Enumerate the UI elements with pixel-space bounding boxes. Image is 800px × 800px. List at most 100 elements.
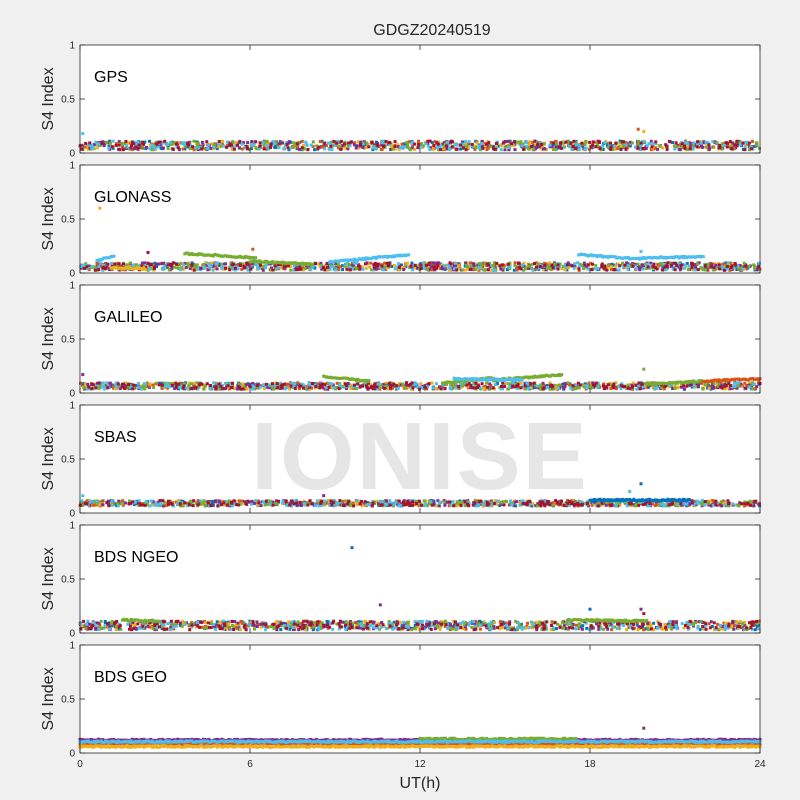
s4-data-point	[306, 148, 310, 151]
s4-data-point	[342, 144, 346, 148]
s4-data-point	[508, 267, 512, 271]
s4-data-point	[297, 503, 300, 507]
s4-data-point	[279, 266, 283, 270]
s4-data-point	[582, 267, 585, 271]
s4-data-point	[409, 382, 413, 386]
s4-data-point	[118, 387, 122, 391]
s4-data-point	[414, 384, 418, 388]
s4-data-point	[240, 499, 244, 503]
s4-data-point	[694, 265, 698, 269]
s4-data-point	[217, 499, 221, 503]
s4-data-point	[176, 499, 180, 503]
s4-data-point	[533, 139, 537, 143]
s4-data-point	[587, 385, 591, 389]
s4-data-point	[383, 386, 386, 390]
s4-data-point	[743, 146, 747, 150]
s4-data-point	[341, 499, 345, 503]
s4-data-point	[453, 143, 457, 147]
s4-data-point	[333, 143, 337, 147]
s4-data-point	[438, 145, 442, 149]
s4-data-point	[188, 147, 192, 151]
s4-data-point	[261, 268, 265, 272]
s4-data-point	[482, 268, 485, 272]
s4-data-point	[267, 383, 271, 387]
s4-data-point	[420, 142, 424, 146]
s4-data-point	[395, 502, 399, 506]
s4-data-point	[318, 499, 322, 503]
s4-data-point	[552, 262, 556, 266]
s4-data-point	[545, 385, 549, 389]
s4-data-point	[181, 386, 185, 390]
s4-data-point	[576, 261, 580, 265]
s4-data-point	[327, 141, 330, 145]
s4-data-point	[256, 265, 260, 269]
s4-data-point	[600, 262, 604, 266]
s4-data-point	[356, 382, 360, 386]
s4-data-point	[493, 499, 497, 503]
s4-data-point	[397, 268, 401, 272]
s4-data-point	[648, 266, 652, 270]
s4-data-point	[241, 147, 244, 151]
s4-data-point	[461, 144, 465, 148]
s4-data-point	[388, 143, 392, 147]
s4-data-point	[707, 503, 711, 507]
s4-data-point	[337, 387, 341, 391]
s4-data-point	[733, 262, 737, 265]
s4-data-point	[420, 386, 424, 389]
s4-data-point	[727, 381, 731, 385]
s4-data-point	[725, 267, 729, 271]
s4-data-point	[451, 140, 455, 144]
s4-arc-point	[560, 373, 564, 377]
s4-data-point	[262, 383, 266, 387]
s4-data-point	[388, 141, 391, 145]
s4-data-point	[551, 385, 555, 389]
s4-data-point	[292, 141, 296, 145]
s4-outlier-point	[81, 373, 85, 377]
s4-data-point	[300, 146, 304, 150]
s4-data-point	[283, 144, 287, 148]
s4-data-point	[728, 386, 732, 390]
s4-data-point	[123, 381, 127, 385]
s4-data-point	[240, 142, 244, 146]
s4-data-point	[540, 143, 544, 146]
s4-data-point	[655, 386, 659, 390]
s4-data-point	[541, 381, 545, 385]
s4-data-point	[148, 147, 152, 151]
s4-data-point	[367, 145, 371, 149]
s4-data-point	[690, 265, 694, 269]
s4-data-point	[165, 264, 169, 268]
s4-data-point	[258, 144, 262, 148]
s4-data-point	[430, 141, 434, 145]
s4-data-point	[492, 268, 496, 272]
s4-data-point	[613, 147, 617, 151]
s4-data-point	[537, 145, 541, 149]
s4-data-point	[187, 264, 191, 268]
s4-data-point	[667, 139, 671, 143]
s4-data-point	[624, 147, 628, 151]
s4-data-point	[96, 262, 100, 266]
s4-data-point	[121, 503, 125, 507]
s4-data-point	[150, 267, 154, 271]
s4-data-point	[214, 386, 218, 389]
s4-data-point	[562, 386, 566, 390]
s4-data-point	[423, 383, 427, 387]
s4-data-point	[551, 141, 555, 145]
s4-data-point	[348, 266, 352, 269]
s4-data-point	[643, 382, 647, 386]
s4-data-point	[190, 386, 194, 390]
s4-data-point	[692, 141, 696, 145]
s4-data-point	[182, 384, 186, 388]
s4-data-point	[619, 384, 623, 388]
s4-data-point	[225, 140, 229, 144]
s4-data-point	[443, 267, 447, 271]
s4-data-point	[608, 381, 612, 385]
s4-data-point	[271, 268, 275, 272]
s4-data-point	[210, 499, 214, 503]
s4-data-point	[717, 382, 721, 386]
s4-data-point	[696, 142, 699, 146]
s4-data-point	[326, 382, 330, 385]
s4-data-point	[712, 145, 716, 149]
s4-data-point	[264, 263, 268, 267]
s4-data-point	[739, 382, 743, 386]
